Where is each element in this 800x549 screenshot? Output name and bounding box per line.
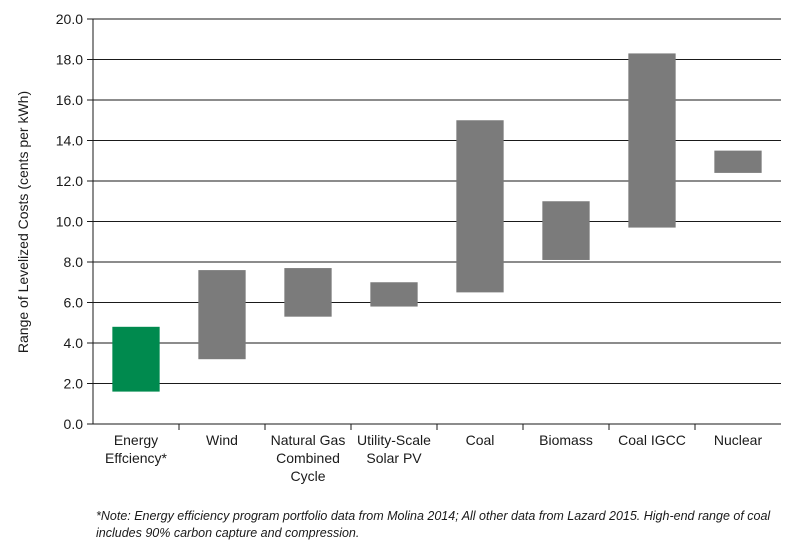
range-bar	[628, 53, 676, 228]
x-category-label: Biomass	[539, 432, 593, 448]
gridlines	[93, 18, 781, 384]
y-tick-label: 2.0	[64, 376, 84, 392]
x-category-label: Nuclear	[714, 432, 763, 448]
y-tick-label: 20.0	[56, 11, 83, 27]
x-category-label: Natural Gas	[271, 432, 346, 448]
range-bar-chart: 0.0 2.0 4.0 6.0 8.0 10.0 12.0 14.0 16.0 18.0 20.0 E…	[15, 11, 781, 484]
y-tick-label: 4.0	[64, 335, 84, 351]
range-bar	[456, 120, 504, 293]
x-category-label: Combined	[276, 450, 340, 466]
x-category-label: Energy	[114, 432, 158, 448]
x-category-label: Utility-Scale	[357, 432, 431, 448]
range-bar	[112, 326, 160, 392]
axes: 0.0 2.0 4.0 6.0 8.0 10.0 12.0 14.0 16.0 18.0 20.0 E…	[56, 11, 781, 484]
y-axis-title: Range of Levelized Costs (cents per kWh)	[15, 91, 31, 353]
range-bar	[284, 268, 332, 317]
x-category-label: Coal IGCC	[618, 432, 686, 448]
x-category-label: Cycle	[290, 468, 325, 484]
x-category-label: Wind	[206, 432, 238, 448]
range-bar	[714, 150, 762, 173]
y-tick-label: 8.0	[64, 254, 84, 270]
range-bars	[112, 53, 762, 392]
y-tick-label: 6.0	[64, 295, 84, 311]
y-tick-label: 18.0	[56, 52, 83, 68]
y-tick-label: 0.0	[64, 416, 84, 432]
x-category-label: Effciency*	[105, 450, 168, 466]
y-tick-label: 12.0	[56, 173, 83, 189]
y-tick-label: 16.0	[56, 92, 83, 108]
range-bar	[542, 201, 590, 260]
x-category-label: Solar PV	[366, 450, 422, 466]
range-bar	[198, 270, 246, 360]
range-bar	[370, 282, 418, 307]
y-tick-label: 10.0	[56, 214, 83, 230]
footnote: *Note: Energy efficiency program portfol…	[96, 509, 771, 540]
y-tick-label: 14.0	[56, 133, 83, 149]
x-category-label: Coal	[466, 432, 495, 448]
